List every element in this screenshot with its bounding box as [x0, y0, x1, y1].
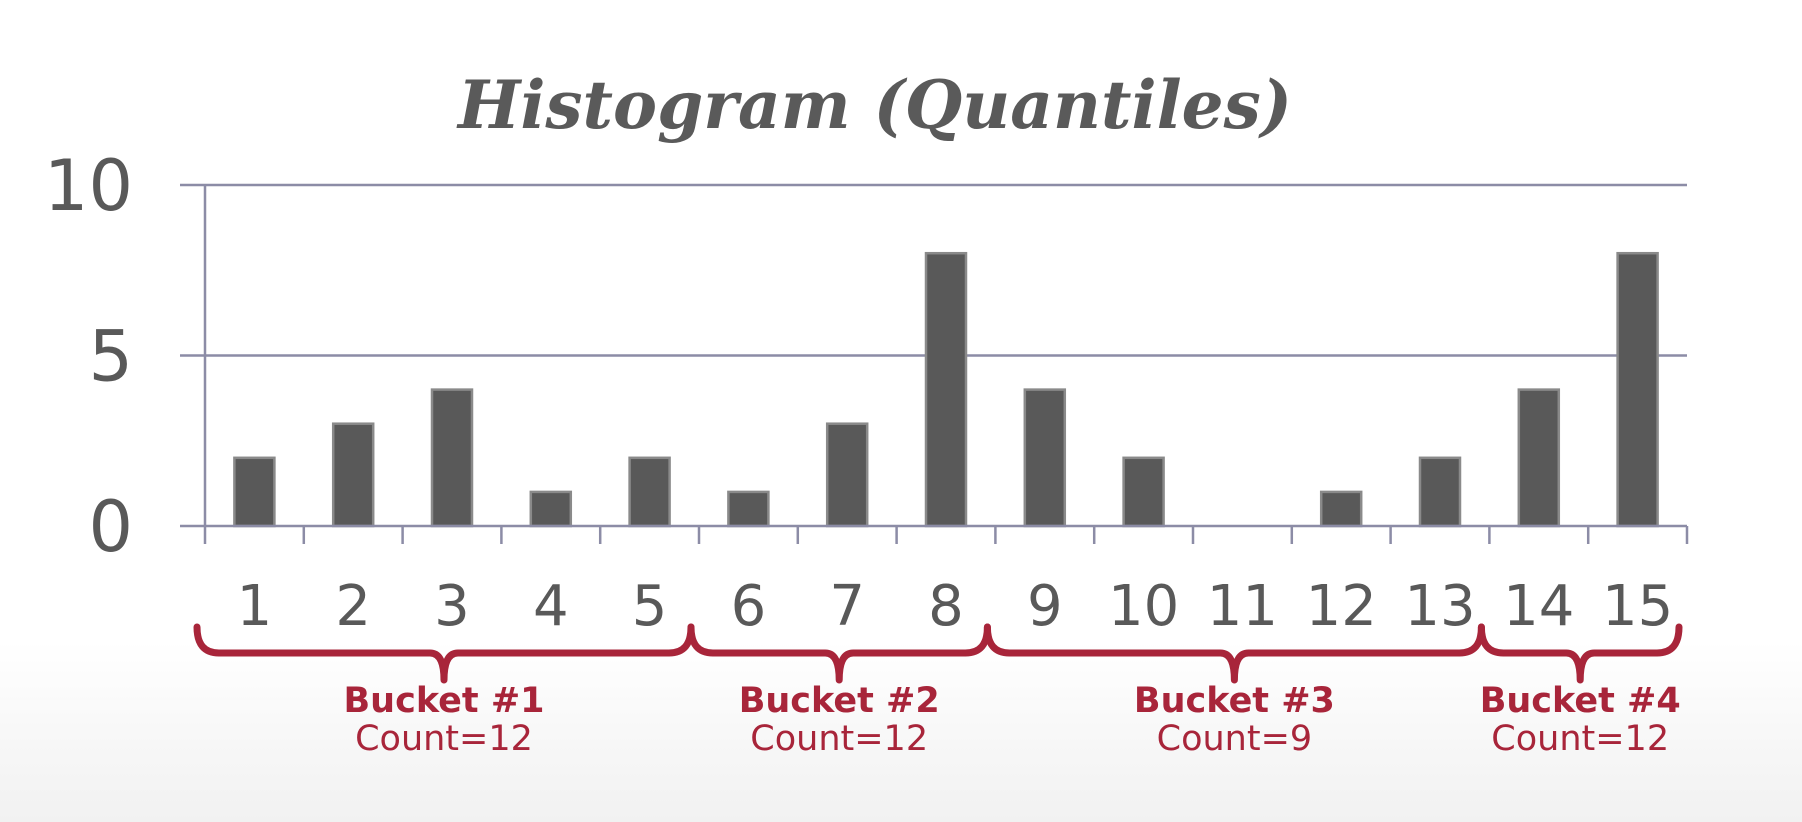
y-tick-labels: 0 5 10: [44, 145, 133, 568]
bar-3: [430, 388, 474, 528]
bucket-count: Count=9: [1157, 719, 1313, 759]
bucket-brace: [193, 623, 695, 684]
x-tick-label: 12: [1306, 574, 1377, 639]
bars: [233, 251, 1659, 528]
bar-1: [233, 456, 276, 528]
bucket-brace: [687, 623, 991, 684]
y-tick-label: 5: [88, 316, 133, 398]
bar-15: [1616, 251, 1659, 528]
x-tick-label: 2: [335, 574, 371, 639]
x-tick-label: 4: [533, 574, 569, 639]
bucket-label: Bucket #4: [1480, 681, 1681, 721]
bucket-count: Count=12: [1491, 719, 1669, 759]
bar-8: [924, 251, 968, 528]
y-tick-label: 10: [44, 145, 133, 227]
x-tick-labels: 1 2 3 4 5 6 7 8 9 10 11 12 13 14 15: [237, 574, 1674, 639]
x-tick-label: 5: [632, 574, 668, 639]
x-tick-label: 9: [1027, 574, 1063, 639]
x-tick-label: 3: [434, 574, 470, 639]
bucket-label: Bucket #3: [1134, 681, 1335, 721]
bar-9: [1023, 388, 1067, 528]
x-tick-label: 15: [1602, 574, 1673, 639]
bar-13: [1418, 456, 1462, 528]
bar-14: [1517, 388, 1561, 528]
x-tick-label: 11: [1207, 574, 1278, 639]
bar-10: [1122, 456, 1165, 528]
x-tick-label: 6: [731, 574, 767, 639]
x-tick-label: 10: [1108, 574, 1179, 639]
bucket-count: Count=12: [750, 719, 928, 759]
bucket-brace: [1477, 623, 1683, 684]
bar-5: [628, 456, 671, 528]
bar-12: [1319, 490, 1363, 528]
bar-7: [825, 422, 869, 528]
bucket-count: Count=12: [355, 719, 533, 759]
bar-4: [529, 490, 573, 528]
x-tick-label: 13: [1404, 574, 1475, 639]
chart-title: Histogram (Quantiles): [456, 66, 1292, 144]
y-tick-label: 0: [88, 486, 133, 568]
bar-2: [331, 422, 375, 528]
x-tick-label: 7: [829, 574, 865, 639]
x-tick-label: 14: [1503, 574, 1574, 639]
x-tick-label: 1: [237, 574, 273, 639]
bar-6: [727, 490, 770, 528]
axes: [180, 185, 1689, 544]
x-tick-label: 8: [928, 574, 964, 639]
bucket-label: Bucket #2: [739, 681, 940, 721]
bucket-brace: [983, 623, 1485, 684]
bucket-label: Bucket #1: [343, 681, 544, 721]
